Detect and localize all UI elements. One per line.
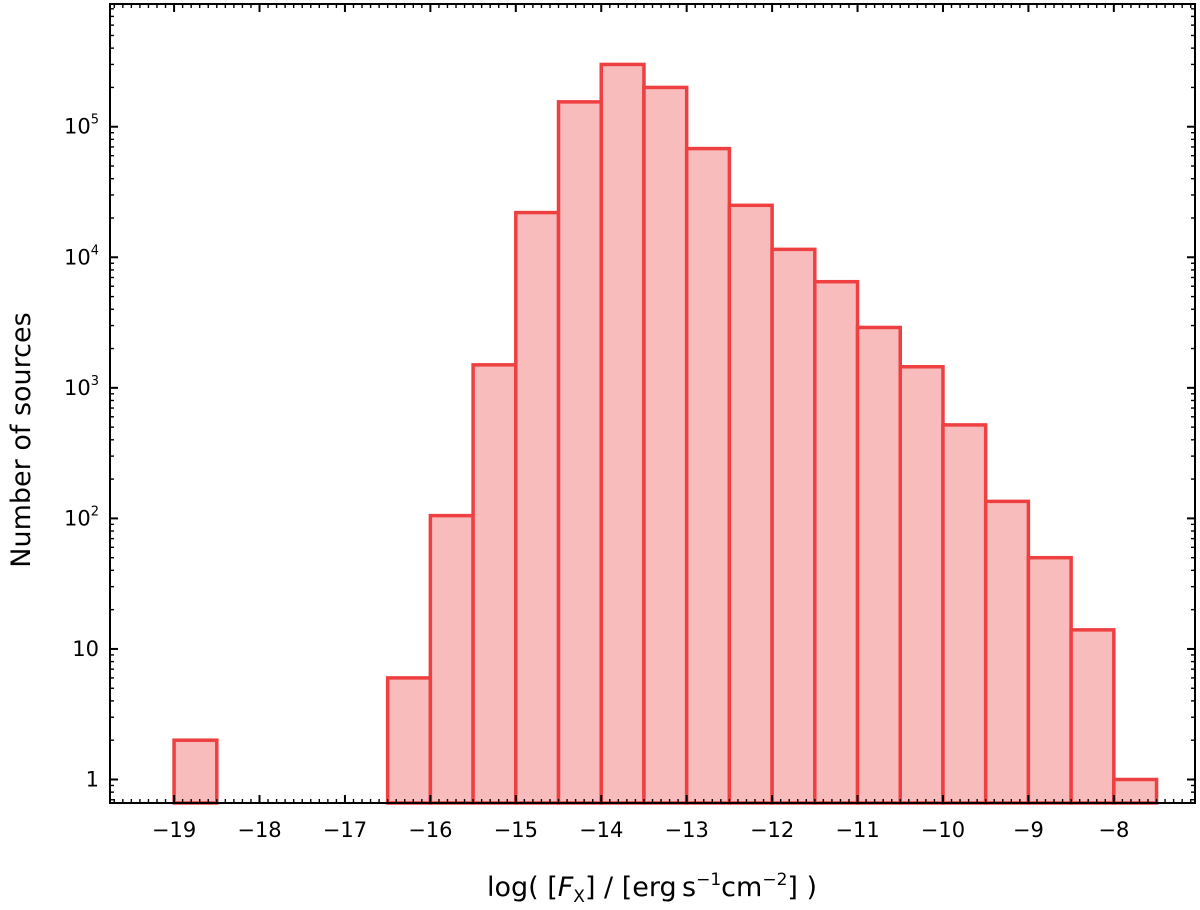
histogram-bar (941, 423, 988, 805)
histogram-bar (385, 676, 433, 805)
histogram-bar (172, 738, 219, 805)
histogram-bar (599, 62, 646, 805)
x-tick-label: −13 (665, 818, 709, 842)
x-tick-label: −8 (1098, 818, 1129, 842)
histogram-bar (684, 146, 732, 805)
x-axis-label: log( [FX] / [erg s−1cm−2] ) (487, 870, 817, 907)
histogram-bar (514, 210, 561, 805)
x-tick-label: −19 (152, 818, 196, 842)
x-tick-label: −14 (579, 818, 623, 842)
histogram-bar (428, 513, 475, 805)
histogram-bar (1026, 555, 1073, 805)
y-tick-label: 105 (64, 113, 99, 139)
y-tick-labels: 1 10 102 103 104 105 (64, 113, 99, 792)
y-tick-label: 10 (72, 637, 99, 661)
histogram-bar (898, 365, 945, 805)
histogram-bar (556, 100, 603, 805)
x-tick-label: −10 (921, 818, 965, 842)
major-ticks (110, 4, 1195, 803)
histogram-bar (471, 363, 518, 805)
x-tick-label: −12 (750, 818, 794, 842)
y-tick-label: 102 (64, 504, 99, 530)
histogram-bar (983, 499, 1031, 805)
histogram-bars (172, 62, 1159, 805)
x-tick-label: −17 (323, 818, 367, 842)
histogram-bar (1112, 777, 1159, 805)
histogram-bar (770, 247, 817, 805)
x-tick-label: −16 (408, 818, 452, 842)
histogram-bar (855, 325, 903, 805)
y-tick-label: 104 (64, 243, 99, 269)
y-axis-label: Number of sources (6, 312, 37, 567)
x-tick-label: −11 (835, 818, 879, 842)
y-tick-label: 103 (64, 374, 99, 400)
histogram-bar (1069, 628, 1116, 805)
histogram-bar (727, 203, 774, 805)
plot-frame (109, 3, 1196, 804)
x-tick-labels: −19 −18 −17 −16 −15 −14 −13 −12 −11 −10 −9 −8 (152, 818, 1129, 842)
y-tick-label: 1 (86, 768, 99, 792)
x-tick-label: −18 (237, 818, 281, 842)
histogram-bar (813, 279, 860, 805)
x-tick-label: −9 (1013, 818, 1044, 842)
x-tick-label: −15 (494, 818, 538, 842)
histogram-bar (642, 85, 689, 805)
